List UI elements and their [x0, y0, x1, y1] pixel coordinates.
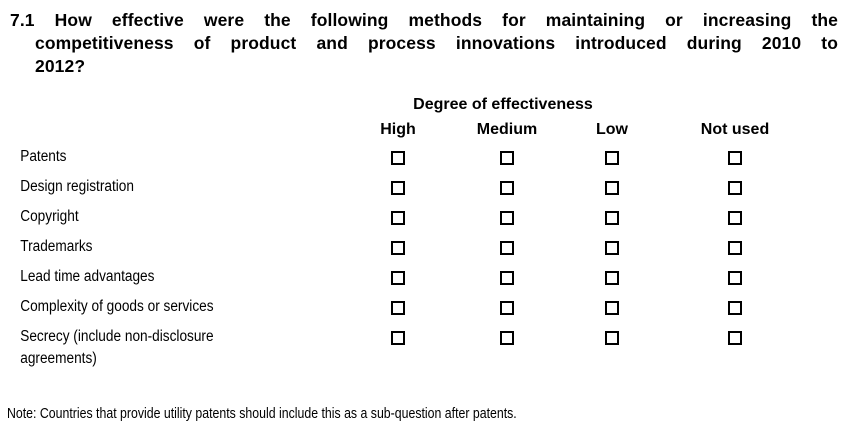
- column-header-medium: Medium: [476, 121, 538, 138]
- cell-complexity-low: [566, 296, 658, 315]
- cell-copyright-medium: [448, 206, 566, 225]
- checkbox-copyright-medium[interactable]: [500, 211, 514, 225]
- checkbox-complexity-low[interactable]: [605, 301, 619, 315]
- checkbox-patents-medium[interactable]: [500, 151, 514, 165]
- cell-trademarks-high: [348, 236, 448, 255]
- question-line-1: 7.1 How effective were the following met…: [10, 10, 838, 30]
- checkbox-trademarks-high[interactable]: [391, 241, 405, 255]
- row-label-patents: Patents: [20, 148, 67, 165]
- cell-design-registration-medium: [448, 176, 566, 195]
- checkbox-lead-time-advantages-low[interactable]: [605, 271, 619, 285]
- cell-patents-high: [348, 146, 448, 165]
- question-line-2: competitiveness of product and process i…: [35, 33, 838, 53]
- cell-lead-time-advantages-medium: [448, 266, 566, 285]
- checkbox-complexity-medium[interactable]: [500, 301, 514, 315]
- checkbox-design-registration-low[interactable]: [605, 181, 619, 195]
- degree-of-effectiveness-header: Degree of effectiveness: [413, 96, 593, 113]
- cell-trademarks-low: [566, 236, 658, 255]
- checkbox-design-registration-medium[interactable]: [500, 181, 514, 195]
- cell-copyright-low: [566, 206, 658, 225]
- cell-complexity-not-used: [658, 296, 812, 315]
- column-header-not-used: Not used: [700, 121, 770, 138]
- column-header-spacer: [0, 121, 348, 139]
- checkbox-patents-low[interactable]: [605, 151, 619, 165]
- checkbox-lead-time-advantages-medium[interactable]: [500, 271, 514, 285]
- effectiveness-matrix: Patents Design registration Copyright Tr…: [0, 146, 812, 370]
- checkbox-copyright-high[interactable]: [391, 211, 405, 225]
- checkbox-copyright-not-used[interactable]: [728, 211, 742, 225]
- checkbox-complexity-high[interactable]: [391, 301, 405, 315]
- checkbox-secrecy-high[interactable]: [391, 331, 405, 345]
- row-label-design-registration: Design registration: [20, 178, 134, 195]
- checkbox-trademarks-low[interactable]: [605, 241, 619, 255]
- checkbox-complexity-not-used[interactable]: [728, 301, 742, 315]
- checkbox-patents-high[interactable]: [391, 151, 405, 165]
- checkbox-trademarks-medium[interactable]: [500, 241, 514, 255]
- checkbox-lead-time-advantages-high[interactable]: [391, 271, 405, 285]
- checkbox-secrecy-not-used[interactable]: [728, 331, 742, 345]
- footnote: Note: Countries that provide utility pat…: [7, 406, 517, 422]
- cell-design-registration-not-used: [658, 176, 812, 195]
- cell-complexity-high: [348, 296, 448, 315]
- checkbox-design-registration-high[interactable]: [391, 181, 405, 195]
- cell-secrecy-low: [566, 326, 658, 345]
- checkbox-lead-time-advantages-not-used[interactable]: [728, 271, 742, 285]
- checkbox-secrecy-low[interactable]: [605, 331, 619, 345]
- checkbox-secrecy-medium[interactable]: [500, 331, 514, 345]
- cell-copyright-high: [348, 206, 448, 225]
- cell-design-registration-high: [348, 176, 448, 195]
- cell-secrecy-not-used: [658, 326, 812, 345]
- row-label-trademarks: Trademarks: [20, 238, 93, 255]
- cell-complexity-medium: [448, 296, 566, 315]
- checkbox-design-registration-not-used[interactable]: [728, 181, 742, 195]
- cell-patents-medium: [448, 146, 566, 165]
- question-line-3: 2012?: [35, 56, 86, 76]
- cell-trademarks-not-used: [658, 236, 812, 255]
- cell-secrecy-medium: [448, 326, 566, 345]
- column-header-high: High: [380, 121, 416, 138]
- row-label-lead-time-advantages: Lead time advantages: [20, 268, 155, 285]
- checkbox-copyright-low[interactable]: [605, 211, 619, 225]
- cell-design-registration-low: [566, 176, 658, 195]
- row-label-copyright: Copyright: [20, 208, 79, 225]
- cell-patents-low: [566, 146, 658, 165]
- cell-lead-time-advantages-not-used: [658, 266, 812, 285]
- cell-copyright-not-used: [658, 206, 812, 225]
- row-label-secrecy: Secrecy (include non-disclosure agreemen…: [20, 328, 214, 367]
- row-label-complexity: Complexity of goods or services: [20, 298, 214, 315]
- checkbox-trademarks-not-used[interactable]: [728, 241, 742, 255]
- cell-secrecy-high: [348, 326, 448, 345]
- column-header-low: Low: [596, 121, 628, 138]
- cell-patents-not-used: [658, 146, 812, 165]
- cell-trademarks-medium: [448, 236, 566, 255]
- question-title: 7.1 How effective were the following met…: [10, 9, 838, 78]
- checkbox-patents-not-used[interactable]: [728, 151, 742, 165]
- column-headers: High Medium Low Not used: [0, 121, 812, 139]
- cell-lead-time-advantages-low: [566, 266, 658, 285]
- cell-lead-time-advantages-high: [348, 266, 448, 285]
